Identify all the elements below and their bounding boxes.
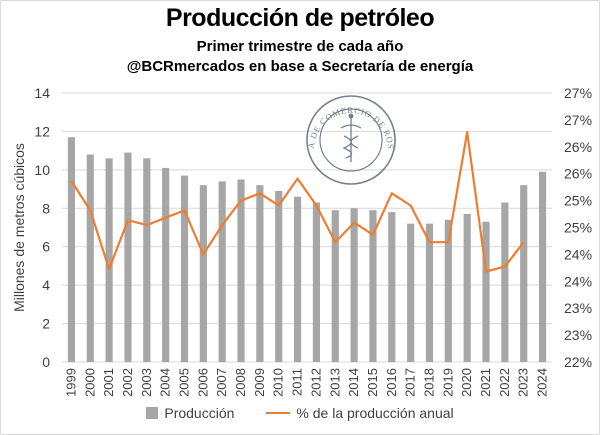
legend-swatch-bar (146, 407, 159, 419)
y2-tick-label: 26% (564, 139, 592, 155)
bar-produccion (501, 202, 509, 362)
chart-source: @BCRmercados en base a Secretaría de ene… (126, 58, 474, 75)
bar-produccion (124, 152, 132, 362)
y-tick-label: 0 (42, 354, 50, 370)
legend-swatch-line (266, 412, 291, 414)
svg-text:BOLSA DE COMERCIO DE ROSARIO: BOLSA DE COMERCIO DE ROSARIO (0, 0, 396, 150)
x-tick-label: 2013 (327, 368, 342, 397)
x-tick-label: 2019 (440, 368, 455, 397)
bar-produccion (407, 223, 415, 362)
x-tick-label: 2009 (252, 368, 267, 397)
bar-produccion (388, 212, 396, 362)
y2-tick-label: 27% (564, 112, 592, 128)
x-tick-label: 2024 (535, 368, 550, 397)
bcr-logo-seal: BOLSA DE COMERCIO DE ROSARIO (0, 0, 396, 185)
x-tick-label: 2004 (158, 368, 173, 397)
bar-produccion (256, 185, 264, 362)
legend-label-porcentaje: % de la producción anual (296, 405, 454, 421)
bar-produccion (162, 167, 170, 362)
y-tick-label: 14 (34, 85, 50, 101)
y2-tick-label: 23% (564, 300, 592, 316)
y-tick-label: 2 (42, 316, 50, 332)
x-tick-label: 2023 (516, 368, 531, 397)
y2-tick-label: 24% (564, 246, 592, 262)
legend-item-porcentaje: % de la producción anual (266, 405, 454, 421)
x-tick-label: 2011 (290, 368, 305, 396)
x-tick-label: 2021 (478, 368, 493, 397)
y2-tick-label: 23% (564, 327, 592, 343)
chart-subtitle: Primer trimestre de cada año (196, 38, 404, 55)
bar-produccion (444, 219, 452, 362)
x-tick-label: 2005 (177, 368, 192, 397)
chart-title: Producción de petróleo (165, 4, 435, 32)
x-tick-label: 2002 (120, 368, 135, 397)
bar-produccion (143, 158, 151, 362)
x-tick-label: 2007 (214, 368, 229, 397)
chart-legend: Producción % de la producción anual (0, 405, 600, 421)
bar-produccion (105, 158, 113, 362)
bar-produccion (312, 202, 321, 362)
bar-produccion (331, 210, 339, 362)
y2-tick-label: 26% (564, 166, 592, 182)
y2-tick-label: 25% (564, 193, 592, 209)
x-tick-label: 2014 (346, 368, 361, 397)
bar-produccion (86, 154, 94, 362)
bar-produccion (482, 221, 490, 362)
y-tick-label: 8 (42, 200, 50, 216)
bar-produccion (520, 185, 528, 362)
y2-tick-label: 25% (564, 220, 592, 236)
x-tick-label: 2000 (82, 368, 97, 397)
bar-produccion (199, 185, 207, 362)
x-tick-label: 2006 (195, 368, 210, 397)
bar-produccion (350, 208, 358, 362)
bar-produccion (293, 196, 302, 362)
x-tick-label: 2016 (384, 368, 399, 397)
x-tick-label: 2022 (497, 368, 512, 397)
x-tick-label: 2018 (422, 368, 437, 397)
y2-tick-label: 27% (564, 85, 592, 101)
y-tick-label: 10 (34, 162, 50, 178)
legend-label-produccion: Producción (164, 405, 235, 421)
x-tick-label: 2001 (101, 368, 116, 397)
x-tick-label: 2017 (403, 368, 418, 397)
x-tick-label: 2015 (365, 368, 380, 397)
x-tick-label: 2008 (233, 368, 248, 397)
bar-produccion (275, 190, 283, 362)
x-tick-label: 2020 (459, 368, 474, 397)
x-tick-label: 2012 (308, 368, 323, 397)
y-tick-label: 4 (42, 277, 50, 293)
bar-produccion (425, 223, 434, 362)
bar-produccion (538, 171, 547, 362)
y-tick-label: 6 (42, 239, 50, 255)
chart-plot: 0 2 4 6 8 10 12 14 22% 23% 23% 24% 24% 25% 25% 26% 26% 27… (0, 0, 592, 397)
bar-produccion (369, 210, 377, 362)
y2-tick-label: 22% (564, 354, 592, 370)
x-tick-label: 2010 (271, 368, 286, 397)
y-tick-label: 12 (34, 123, 50, 139)
line-porcentaje (70, 131, 525, 273)
bar-produccion (67, 137, 76, 362)
bar-produccion (463, 214, 471, 362)
bar-produccion (237, 179, 245, 362)
legend-item-produccion: Producción (146, 405, 234, 421)
bar-produccion (218, 181, 226, 362)
x-tick-label: 2003 (139, 368, 154, 397)
y-axis-label: Millones de metros cúbicos (11, 143, 27, 312)
y2-tick-label: 24% (564, 273, 592, 289)
bar-produccion (180, 175, 189, 362)
x-tick-label: 1999 (63, 368, 78, 397)
